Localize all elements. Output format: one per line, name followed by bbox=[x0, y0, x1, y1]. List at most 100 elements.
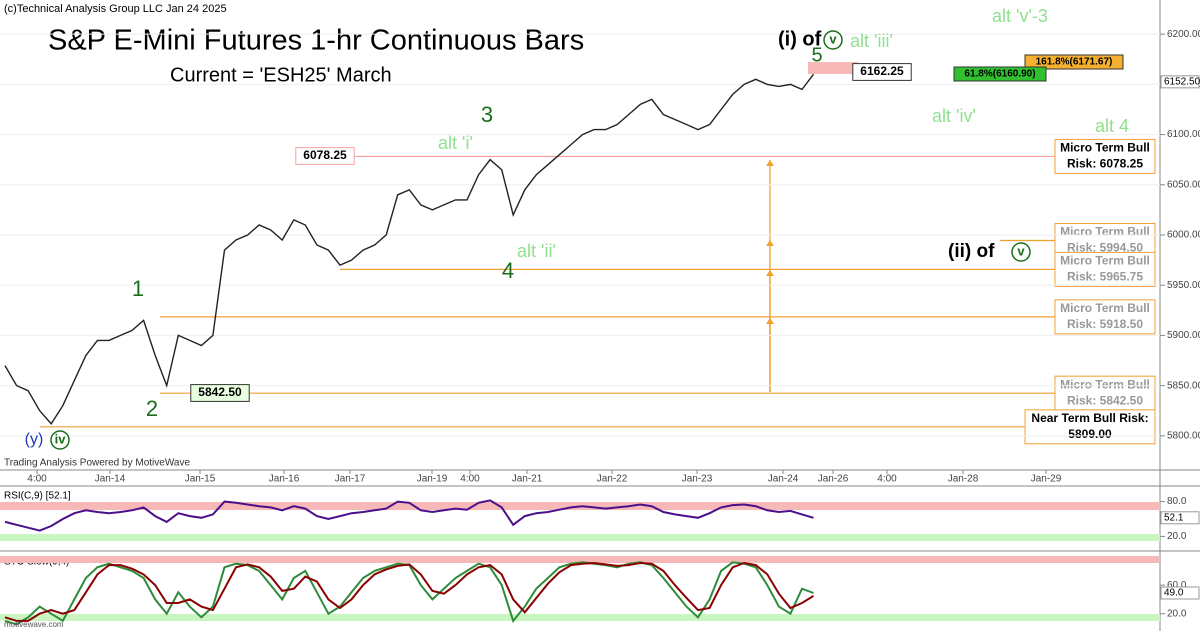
chart-title: S&P E-Mini Futures 1-hr Continuous Bars bbox=[48, 25, 584, 57]
x-tick-label: 4:00 bbox=[460, 474, 480, 485]
readout-box bbox=[1160, 586, 1200, 600]
readout-label: 6152.50 bbox=[1164, 76, 1200, 87]
level-box bbox=[1024, 409, 1156, 445]
overbought-band bbox=[0, 556, 1160, 563]
annotation: v bbox=[1017, 243, 1025, 258]
panel-title: RSI(C,9) [52.1] bbox=[4, 491, 71, 502]
annotation: 1 bbox=[132, 276, 144, 301]
level-box bbox=[1054, 375, 1156, 411]
annotation: iv bbox=[55, 431, 67, 446]
annotation-box bbox=[190, 384, 250, 402]
level-label: Risk: 5965.75 bbox=[1067, 270, 1143, 284]
annotation: alt 'v'-3 bbox=[992, 6, 1048, 26]
y-tick-label: 20.0 bbox=[1167, 531, 1187, 542]
annotation: v bbox=[829, 31, 837, 46]
y-tick-label: 6100.00 bbox=[1167, 129, 1200, 140]
x-tick-label: Jan-24 bbox=[768, 474, 799, 485]
series-line bbox=[4, 561, 815, 622]
x-tick-label: Jan-16 bbox=[269, 474, 300, 485]
annotation-circle bbox=[823, 30, 843, 50]
level-title: Micro Term Bull bbox=[1060, 225, 1150, 239]
annotation-circle bbox=[1011, 242, 1031, 262]
annotation: 3 bbox=[481, 102, 493, 127]
fib-zone bbox=[808, 62, 858, 74]
annotation: alt 4 bbox=[1095, 116, 1129, 136]
annotation: (c)Technical Analysis Group LLC Jan 24 2… bbox=[4, 3, 227, 15]
y-tick-label: 5850.00 bbox=[1167, 380, 1200, 391]
y-tick-label: 5900.00 bbox=[1167, 330, 1200, 341]
level-title: Micro Term Bull bbox=[1060, 254, 1150, 268]
annotation: (y) bbox=[25, 431, 44, 448]
y-tick-label: 6050.00 bbox=[1167, 179, 1200, 190]
level-box bbox=[1054, 223, 1156, 259]
y-tick-label: 6200.00 bbox=[1167, 29, 1200, 40]
annotation: Trading Analysis Powered by MotiveWave bbox=[4, 458, 190, 469]
annotation: alt 'i' bbox=[438, 133, 473, 153]
readout-label: 49.0 bbox=[1164, 588, 1184, 599]
series-line bbox=[4, 499, 814, 532]
arrow-head bbox=[766, 240, 774, 246]
level-title: Micro Term Bull bbox=[1060, 141, 1150, 155]
readout-box bbox=[1160, 75, 1200, 89]
annotation: 5 bbox=[811, 44, 822, 66]
y-tick-label: 6000.00 bbox=[1167, 230, 1200, 241]
y-tick-label: 5800.00 bbox=[1167, 430, 1200, 441]
x-tick-label: Jan-21 bbox=[512, 474, 543, 485]
level-box bbox=[1054, 299, 1156, 335]
arrow-head bbox=[766, 270, 774, 276]
y-tick-label: 5950.00 bbox=[1167, 280, 1200, 291]
y-tick-label: 80.0 bbox=[1167, 496, 1187, 507]
level-label: Risk: 5918.50 bbox=[1067, 317, 1143, 331]
y-tick-label: 60.0 bbox=[1167, 580, 1187, 591]
annotation: 4 bbox=[502, 258, 514, 283]
annotation: motivewave.com bbox=[4, 620, 64, 629]
arrow-head bbox=[766, 160, 774, 166]
x-tick-label: 4:00 bbox=[27, 474, 47, 485]
level-box bbox=[1054, 138, 1156, 174]
annotation-box bbox=[295, 147, 355, 165]
x-tick-label: Jan-29 bbox=[1031, 474, 1062, 485]
x-tick-label: Jan-26 bbox=[818, 474, 849, 485]
annotation-box bbox=[1024, 54, 1124, 70]
annotation: 61.8%(6160.90) bbox=[964, 69, 1035, 80]
oversold-band bbox=[0, 534, 1160, 541]
x-tick-label: 4:00 bbox=[877, 474, 897, 485]
annotation-box bbox=[852, 63, 912, 81]
annotation-box bbox=[953, 66, 1047, 82]
annotation: (ii) of bbox=[948, 241, 995, 262]
x-tick-label: Jan-15 bbox=[185, 474, 216, 485]
annotation: (i) of bbox=[778, 28, 822, 50]
x-tick-label: Jan-23 bbox=[682, 474, 713, 485]
annotation: alt 'ii' bbox=[517, 241, 556, 261]
x-tick-label: Jan-14 bbox=[95, 474, 126, 485]
level-title: Micro Term Bull bbox=[1060, 377, 1150, 391]
annotation: 161.8%(6171.67) bbox=[1036, 57, 1113, 68]
annotation: 5842.50 bbox=[198, 385, 242, 399]
level-label: Risk: 5994.50 bbox=[1067, 241, 1143, 255]
annotation: 6162.25 bbox=[860, 64, 904, 78]
annotation: 6078.25 bbox=[303, 148, 347, 162]
level-label: Risk: 6078.25 bbox=[1067, 157, 1143, 171]
annotation-circle bbox=[50, 430, 70, 450]
x-tick-label: Jan-19 bbox=[417, 474, 448, 485]
chart-subtitle: Current = 'ESH25' March bbox=[170, 64, 392, 86]
y-tick-label: 20.0 bbox=[1167, 608, 1187, 619]
level-title: Near Term Bull Risk: bbox=[1031, 411, 1148, 425]
annotation: alt 'iii' bbox=[850, 31, 893, 51]
oversold-band bbox=[0, 614, 1160, 621]
x-tick-label: Jan-17 bbox=[335, 474, 366, 485]
level-title: Micro Term Bull bbox=[1060, 301, 1150, 315]
x-tick-label: Jan-22 bbox=[597, 474, 628, 485]
level-label: Risk: 5842.50 bbox=[1067, 393, 1143, 407]
level-box bbox=[1054, 251, 1156, 287]
readout-box bbox=[1160, 511, 1200, 525]
annotation: 2 bbox=[146, 396, 158, 421]
readout-label: 52.1 bbox=[1164, 512, 1184, 523]
level-label: 5809.00 bbox=[1068, 427, 1112, 441]
annotation: alt 'iv' bbox=[932, 106, 976, 126]
x-tick-label: Jan-28 bbox=[948, 474, 979, 485]
arrow-head bbox=[766, 318, 774, 324]
series-line bbox=[4, 73, 815, 425]
